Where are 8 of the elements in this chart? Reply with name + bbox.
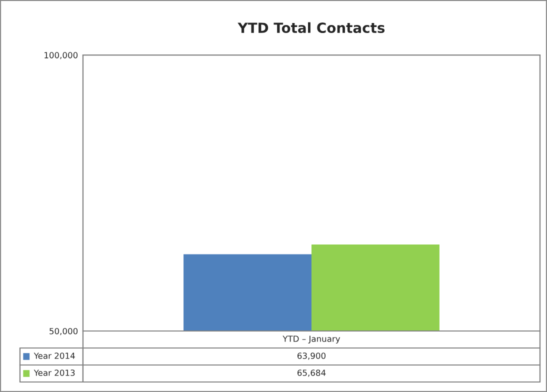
x-tick-label: YTD – January [282, 336, 340, 344]
legend-label: Year 2014 [34, 352, 75, 359]
y-tick-label: 100,000 [44, 52, 78, 60]
y-tick-label: 50,000 [50, 328, 78, 336]
text: 63,900 [297, 352, 326, 360]
text: 65,684 [297, 370, 326, 377]
legend-label: Year 2013 [34, 370, 75, 376]
chart-title: YTD Total Contacts [238, 22, 385, 34]
